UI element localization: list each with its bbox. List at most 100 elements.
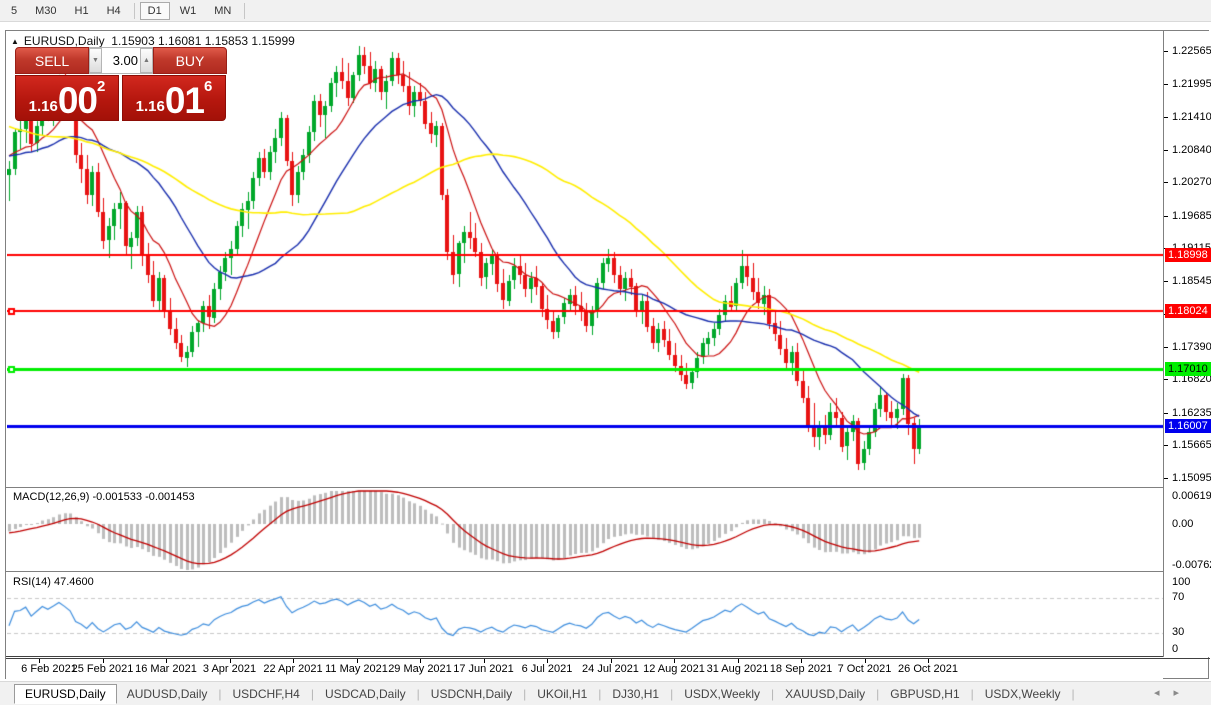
date-tick-mark xyxy=(611,659,612,663)
price-axis[interactable]: 1.22565 1.21995 1.21410 1.20840 1.20270 1.196… xyxy=(1163,31,1211,657)
chart-tab-usdx-weekly[interactable]: USDX,Weekly xyxy=(684,686,760,701)
price-tick-label: 1.20270 xyxy=(1172,176,1211,189)
tab-separator: | xyxy=(670,686,674,701)
buy-price-panel[interactable]: 1.16 01 6 xyxy=(122,75,226,121)
price-tick-label: 1.19685 xyxy=(1172,209,1211,222)
sell-price-panel[interactable]: 1.16 00 2 xyxy=(15,75,119,121)
date-tick-label: 12 Aug 2021 xyxy=(643,663,705,675)
price-tick-mark xyxy=(1164,216,1168,217)
rsi-indicator-label: RSI(14) 47.4600 xyxy=(13,576,94,588)
price-tick-mark xyxy=(1164,379,1168,380)
chart-tab-usdcnh-daily[interactable]: USDCNH,Daily xyxy=(430,686,513,701)
chart-tab-audusd-daily[interactable]: AUDUSD,Daily xyxy=(126,686,208,701)
rsi-tick-label: 100 xyxy=(1172,576,1191,588)
rsi-tick-label: 0 xyxy=(1172,643,1179,655)
price-line-tag: 1.16007 xyxy=(1165,419,1211,433)
chart-tab-dj30-h1[interactable]: DJ30,H1 xyxy=(612,686,660,701)
price-tick-mark xyxy=(1164,51,1168,52)
price-tick-label: 1.15095 xyxy=(1172,472,1211,484)
buy-button[interactable]: BUY xyxy=(153,47,227,74)
chart-tab-gbpusd-h1[interactable]: GBPUSD,H1 xyxy=(890,686,960,701)
date-tick-label: 11 May 2021 xyxy=(325,663,388,675)
price-tick-mark xyxy=(1164,117,1168,118)
volume-decrease-icon[interactable]: ▼ xyxy=(89,48,102,73)
date-tick-label: 6 Jul 2021 xyxy=(521,663,573,675)
date-tick-label: 7 Oct 2021 xyxy=(837,663,892,675)
date-tick-mark xyxy=(420,659,421,663)
sell-price-small: 1.16 xyxy=(28,98,58,115)
price-line-tag: 1.18998 xyxy=(1165,248,1211,262)
chart-tab-usdcad-daily[interactable]: USDCAD,Daily xyxy=(324,686,406,701)
price-tick-mark xyxy=(1164,150,1168,151)
date-tick-mark xyxy=(484,659,485,663)
sell-button[interactable]: SELL xyxy=(15,47,89,74)
tab-separator: | xyxy=(876,686,880,701)
chart-tab-usdx-weekly[interactable]: USDX,Weekly xyxy=(984,686,1061,701)
date-tick-mark xyxy=(738,659,739,663)
date-axis[interactable]: 6 Feb 2021 25 Feb 2021 16 Mar 2021 3 Apr 20… xyxy=(6,659,1163,679)
price-tick-label: 1.20840 xyxy=(1172,143,1211,156)
date-tick-label: 29 May 2021 xyxy=(388,663,452,675)
panel-divider xyxy=(6,656,1210,657)
price-line-tag: 1.18024 xyxy=(1165,304,1211,318)
price-tick-label: 1.16235 xyxy=(1172,406,1211,419)
timeframe-button-d1[interactable]: D1 xyxy=(139,1,170,20)
chart-tab-ukoil-h1[interactable]: UKOil,H1 xyxy=(537,686,588,701)
chart-tab-usdchf-h4[interactable]: USDCHF,H4 xyxy=(232,686,300,701)
buy-price-sup: 6 xyxy=(204,78,213,95)
tab-scroll-right-icon[interactable]: ▸ xyxy=(1173,687,1193,699)
date-tick-label: 31 Aug 2021 xyxy=(706,663,769,675)
macd-tick-label: 0.00 xyxy=(1172,518,1194,530)
price-tick-mark xyxy=(1164,281,1168,282)
price-tick-mark xyxy=(1164,347,1168,348)
price-line-tag: 1.17010 xyxy=(1165,362,1211,376)
collapse-panel-icon[interactable]: ▲ xyxy=(11,37,19,46)
sell-price-sup: 2 xyxy=(97,78,106,95)
price-tick-label: 1.16820 xyxy=(1172,373,1211,386)
price-chart-canvas[interactable] xyxy=(7,32,1163,659)
date-tick-label: 3 Apr 2021 xyxy=(202,663,257,675)
timeframe-button-h4[interactable]: H4 xyxy=(106,4,121,17)
chart-tab-bar: EURUSD,Daily AUDUSD,Daily | USDCHF,H4 | USDCA… xyxy=(0,681,1211,705)
date-tick-label: 24 Jul 2021 xyxy=(582,663,639,675)
date-tick-mark xyxy=(293,659,294,663)
timeframe-button-w1[interactable]: W1 xyxy=(179,4,197,17)
tab-separator: | xyxy=(310,686,314,701)
timeframe-button-mn[interactable]: MN xyxy=(214,4,232,17)
tab-separator: | xyxy=(218,686,222,701)
volume-increase-icon[interactable]: ▲ xyxy=(140,48,153,73)
chart-tab-eurusd-daily[interactable]: EURUSD,Daily xyxy=(14,683,117,704)
one-click-trade-panel: SELL ▼ ▲ BUY 1.16 00 2 1.16 01 6 xyxy=(15,47,227,121)
timeframe-button-5[interactable]: 5 xyxy=(11,4,18,17)
tab-separator: | xyxy=(416,686,420,701)
tab-separator: | xyxy=(598,686,602,701)
rsi-tick-label: 70 xyxy=(1172,591,1185,603)
chart-symbol-label: EURUSD,Daily xyxy=(23,34,105,48)
panel-divider[interactable] xyxy=(6,571,1210,572)
date-tick-mark xyxy=(547,659,548,663)
timeframe-button-h1[interactable]: H1 xyxy=(74,4,89,17)
volume-input[interactable] xyxy=(102,48,140,73)
date-tick-mark xyxy=(357,659,358,663)
panel-divider xyxy=(6,658,1210,659)
chart-window: ▲ EURUSD,Daily 1.15903 1.16081 1.15853 1.… xyxy=(5,30,1211,679)
tab-scroll-arrows[interactable]: ◂▸ xyxy=(1154,686,1193,699)
macd-indicator-label: MACD(12,26,9) -0.001533 -0.001453 xyxy=(13,491,195,503)
price-tick-label: 1.18545 xyxy=(1172,274,1211,287)
timeframe-button-m30[interactable]: M30 xyxy=(35,4,57,17)
volume-stepper: ▼ ▲ xyxy=(89,47,153,74)
date-tick-mark xyxy=(674,659,675,663)
buy-price-small: 1.16 xyxy=(135,98,165,115)
buy-price-big: 01 xyxy=(164,80,205,121)
date-tick-mark xyxy=(39,659,40,663)
price-tick-label: 1.21995 xyxy=(1172,77,1211,90)
price-tick-label: 1.22565 xyxy=(1172,45,1211,58)
date-tick-label: 16 Mar 2021 xyxy=(135,663,197,675)
chart-ohlc-values: 1.15903 1.16081 1.15853 1.15999 xyxy=(111,34,295,48)
chart-tab-xauusd-daily[interactable]: XAUUSD,Daily xyxy=(785,686,866,701)
tab-scroll-left-icon[interactable]: ◂ xyxy=(1153,687,1174,699)
panel-divider[interactable] xyxy=(6,487,1210,488)
date-tick-label: 26 Oct 2021 xyxy=(898,663,958,675)
date-tick-mark xyxy=(865,659,866,663)
